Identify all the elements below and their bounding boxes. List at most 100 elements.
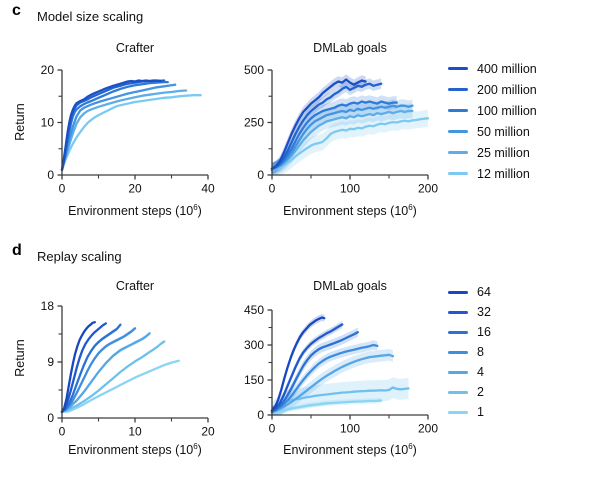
- legend-label: 32: [477, 305, 491, 319]
- legend-model-size: 400 million 200 million 100 million 50 mill…: [448, 58, 537, 184]
- legend-item: 4: [448, 362, 491, 382]
- chart-title-c-crafter: Crafter: [115, 41, 155, 55]
- chart-title-d-dmlab: DMLab goals: [313, 279, 387, 293]
- chart-title-c-dmlab: DMLab goals: [313, 41, 387, 55]
- series-line: [60, 340, 166, 413]
- y-tick-label: 0: [47, 168, 54, 182]
- legend-label: 1: [477, 405, 484, 419]
- x-axis-label-close: ): [412, 443, 417, 458]
- panel-d-letter: d: [12, 242, 22, 259]
- x-tick-label: 0: [59, 182, 66, 196]
- legend-swatch: [448, 88, 468, 91]
- x-tick-label: 0: [59, 425, 66, 439]
- legend-swatch: [448, 151, 468, 154]
- legend-swatch: [448, 109, 468, 112]
- legend-swatch: [448, 330, 468, 334]
- series-line: [270, 117, 430, 172]
- confidence-band: [272, 109, 428, 175]
- y-tick-label: 150: [244, 373, 264, 387]
- panel-d-title: Replay scaling: [37, 249, 122, 264]
- legend-item: 16: [448, 322, 491, 342]
- series-line: [60, 94, 202, 171]
- legend-label: 50 million: [477, 124, 530, 139]
- series-line: [60, 323, 122, 413]
- y-tick-label: 450: [244, 303, 264, 317]
- x-tick-label: 0: [269, 422, 276, 436]
- legend-item: 50 million: [448, 121, 537, 142]
- x-tick-label: 10: [128, 425, 142, 439]
- y-tick-label: 20: [41, 63, 55, 77]
- legend-swatch: [448, 390, 468, 394]
- series-line: [60, 89, 188, 171]
- crafter-model-size-chart: 0 20 40 0 10 20: [41, 63, 215, 196]
- x-axis-label-text: Environment steps (10: [283, 443, 409, 458]
- y-axis-label-d: Return: [13, 339, 27, 377]
- x-axis-label-close: ): [412, 204, 417, 219]
- y-tick-label: 9: [47, 355, 54, 369]
- legend-item: 400 million: [448, 58, 537, 79]
- series-line: [60, 327, 137, 413]
- x-axis-label-sup: 6: [408, 442, 413, 451]
- x-axis-label-c-dmlab: Environment steps (106): [260, 203, 440, 218]
- x-axis-label-sup: 6: [193, 203, 198, 212]
- legend-label: 25 million: [477, 145, 530, 160]
- panel-c-title: Model size scaling: [37, 9, 144, 24]
- legend-swatch: [448, 172, 468, 175]
- legend-item: 32: [448, 302, 491, 322]
- series-line: [270, 343, 379, 413]
- legend-item: 8: [448, 342, 491, 362]
- series-line: [270, 82, 383, 170]
- legend-item: 2: [448, 382, 491, 402]
- legend-replay: 64 32 16 8 4 2 1: [448, 282, 491, 422]
- legend-item: 1: [448, 402, 491, 422]
- legend-swatch: [448, 67, 468, 70]
- legend-item: 200 million: [448, 79, 537, 100]
- dmlab-replay-chart: 0 100 200 0 150 300 450: [244, 303, 438, 436]
- series-line: [270, 100, 398, 170]
- dmlab-model-size-chart: 0 100 200 0 250 500: [244, 63, 438, 196]
- x-tick-label: 100: [340, 422, 360, 436]
- legend-label: 100 million: [477, 103, 537, 118]
- legend-item: 25 million: [448, 142, 537, 163]
- y-tick-label: 10: [41, 116, 55, 130]
- x-tick-label: 0: [269, 182, 276, 196]
- series-line: [270, 78, 367, 170]
- series-line: [270, 109, 414, 171]
- y-tick-label: 0: [257, 408, 264, 422]
- legend-label: 200 million: [477, 82, 537, 97]
- legend-label: 64: [477, 285, 491, 299]
- y-tick-label: 0: [47, 411, 54, 425]
- legend-item: 100 million: [448, 100, 537, 121]
- crafter-replay-chart: 0 10 20 0 9 18: [41, 299, 215, 439]
- x-axis-label-text: Environment steps (10: [68, 443, 194, 458]
- x-tick-label: 200: [418, 182, 438, 196]
- legend-label: 4: [477, 365, 484, 379]
- series-line: [270, 104, 414, 171]
- legend-label: 400 million: [477, 61, 537, 76]
- series-line: [270, 331, 359, 413]
- series-line: [60, 83, 177, 171]
- x-tick-label: 40: [201, 182, 215, 196]
- y-tick-label: 250: [244, 116, 264, 130]
- x-axis-label-close: ): [197, 204, 202, 219]
- legend-swatch: [448, 290, 468, 294]
- series-line: [60, 359, 180, 413]
- y-axis-label-c: Return: [13, 103, 27, 141]
- legend-swatch: [448, 130, 468, 133]
- x-axis-label-d-crafter: Environment steps (106): [45, 442, 225, 457]
- y-tick-label: 300: [244, 338, 264, 352]
- series-line: [60, 321, 96, 413]
- legend-label: 12 million: [477, 166, 530, 181]
- series-line: [270, 399, 383, 415]
- panel-c-letter: c: [12, 2, 21, 19]
- x-axis-label-text: Environment steps (10: [283, 204, 409, 219]
- legend-item: 64: [448, 282, 491, 302]
- legend-item: 12 million: [448, 163, 537, 184]
- x-axis-label-sup: 6: [408, 203, 413, 212]
- series-line: [270, 323, 344, 412]
- legend-label: 8: [477, 345, 484, 359]
- x-axis-label-d-dmlab: Environment steps (106): [260, 442, 440, 457]
- x-tick-label: 200: [418, 422, 438, 436]
- y-tick-label: 500: [244, 63, 264, 77]
